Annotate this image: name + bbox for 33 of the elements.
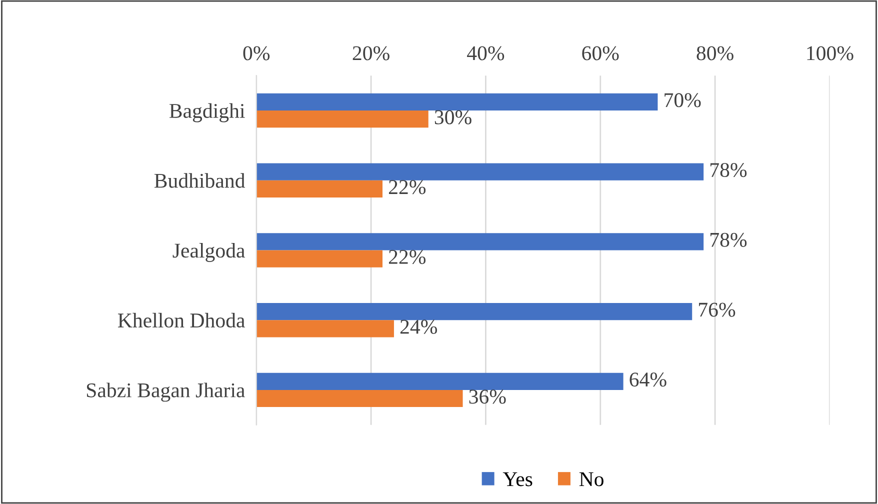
- x-tick-label: 60%: [582, 46, 619, 60]
- y-tick-label: Budhiband: [154, 173, 246, 188]
- data-label: 24%: [400, 320, 438, 334]
- y-tick-label: Jealgoda: [172, 243, 245, 262]
- bar: [256, 180, 383, 198]
- legend-label: Yes: [502, 472, 532, 486]
- y-tick-label: Bagdighi: [169, 103, 245, 122]
- x-tick-label: 0%: [243, 46, 270, 60]
- legend-label: No: [579, 472, 604, 486]
- bar: [256, 302, 692, 320]
- x-tick-label: 100%: [807, 46, 854, 60]
- data-label: 76%: [699, 302, 736, 317]
- data-label: 22%: [388, 180, 426, 194]
- data-label: 78%: [710, 232, 747, 247]
- bar: [256, 233, 704, 250]
- data-label: 36%: [469, 390, 506, 404]
- bar: [256, 250, 383, 268]
- bar: [256, 320, 394, 338]
- data-label: 64%: [630, 372, 666, 387]
- data-label: 78%: [710, 162, 747, 178]
- bar: [256, 93, 658, 111]
- bar: [256, 390, 463, 408]
- bar: [256, 110, 428, 128]
- bar: [256, 163, 704, 180]
- bar: [256, 372, 624, 390]
- x-tick-label: 20%: [352, 46, 390, 60]
- data-label: 70%: [664, 93, 701, 108]
- x-tick-label: 80%: [696, 46, 734, 60]
- data-label: 22%: [388, 250, 426, 264]
- y-tick-label: Sabzi Bagan Jharia: [86, 382, 245, 402]
- y-tick-label: Khellon Dhoda: [118, 312, 245, 328]
- x-tick-label: 40%: [467, 46, 504, 60]
- data-label: 30%: [434, 110, 472, 124]
